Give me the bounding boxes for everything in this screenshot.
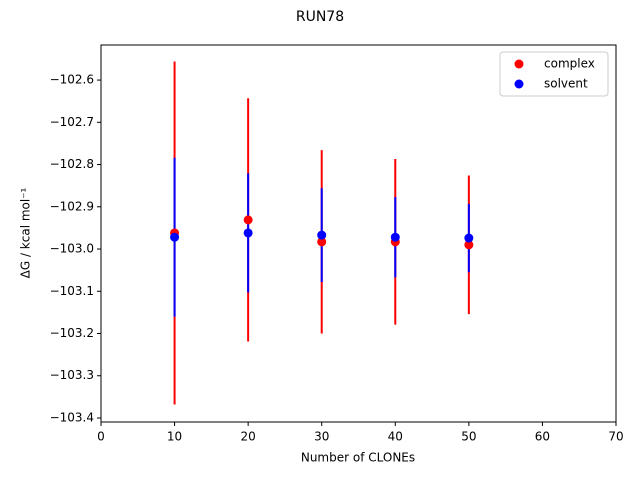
legend-label: solvent (544, 77, 588, 91)
y-tick-label: −102.9 (50, 199, 94, 213)
y-tick-label: −103.4 (50, 410, 94, 424)
y-axis-label: ΔG / kcal mol⁻¹ (19, 187, 33, 278)
y-tick-label: −103.1 (50, 284, 94, 298)
y-tick-label: −102.8 (50, 157, 94, 171)
point (317, 237, 327, 247)
y-tick-label: −103.2 (50, 326, 94, 340)
point (243, 215, 253, 225)
plot-frame (100, 44, 617, 423)
point (464, 233, 474, 243)
point (170, 232, 180, 242)
y-tick-label: −103.0 (50, 242, 94, 256)
chart-title: RUN78 (296, 9, 344, 25)
x-tick-label: 70 (608, 430, 623, 444)
x-tick-label: 20 (241, 430, 256, 444)
x-axis-label: Number of CLONEs (301, 451, 415, 465)
point (390, 232, 400, 242)
legend-label: complex (544, 57, 595, 71)
point (317, 230, 327, 240)
x-tick-label: 60 (535, 430, 550, 444)
x-tick-label: 40 (388, 430, 403, 444)
y-tick-label: −103.3 (50, 368, 94, 382)
legend-box (499, 51, 609, 97)
legend-marker (514, 59, 524, 69)
legend-marker (514, 79, 524, 89)
x-tick-label: 30 (314, 430, 329, 444)
x-tick-label: 50 (461, 430, 476, 444)
point (464, 240, 474, 250)
x-tick-label: 0 (97, 430, 105, 444)
y-tick-label: −102.7 (50, 115, 94, 129)
x-tick-label: 10 (167, 430, 182, 444)
point (243, 228, 253, 238)
y-tick-label: −102.6 (50, 73, 94, 87)
